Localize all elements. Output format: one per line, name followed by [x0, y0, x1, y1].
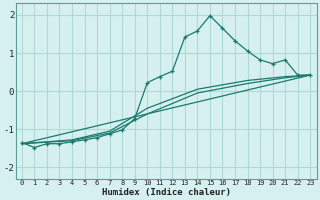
X-axis label: Humidex (Indice chaleur): Humidex (Indice chaleur)	[101, 188, 231, 197]
